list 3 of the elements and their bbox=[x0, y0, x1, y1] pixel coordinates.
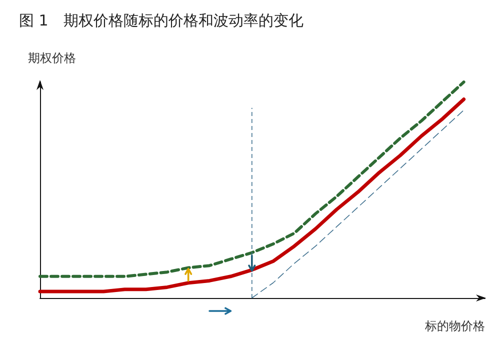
chart-title: 图 1 期权价格随标的价格和波动率的变化 bbox=[19, 12, 304, 30]
x-axis-title: 标的物价格 bbox=[424, 319, 485, 333]
y-axis-title: 期权价格 bbox=[28, 51, 76, 65]
